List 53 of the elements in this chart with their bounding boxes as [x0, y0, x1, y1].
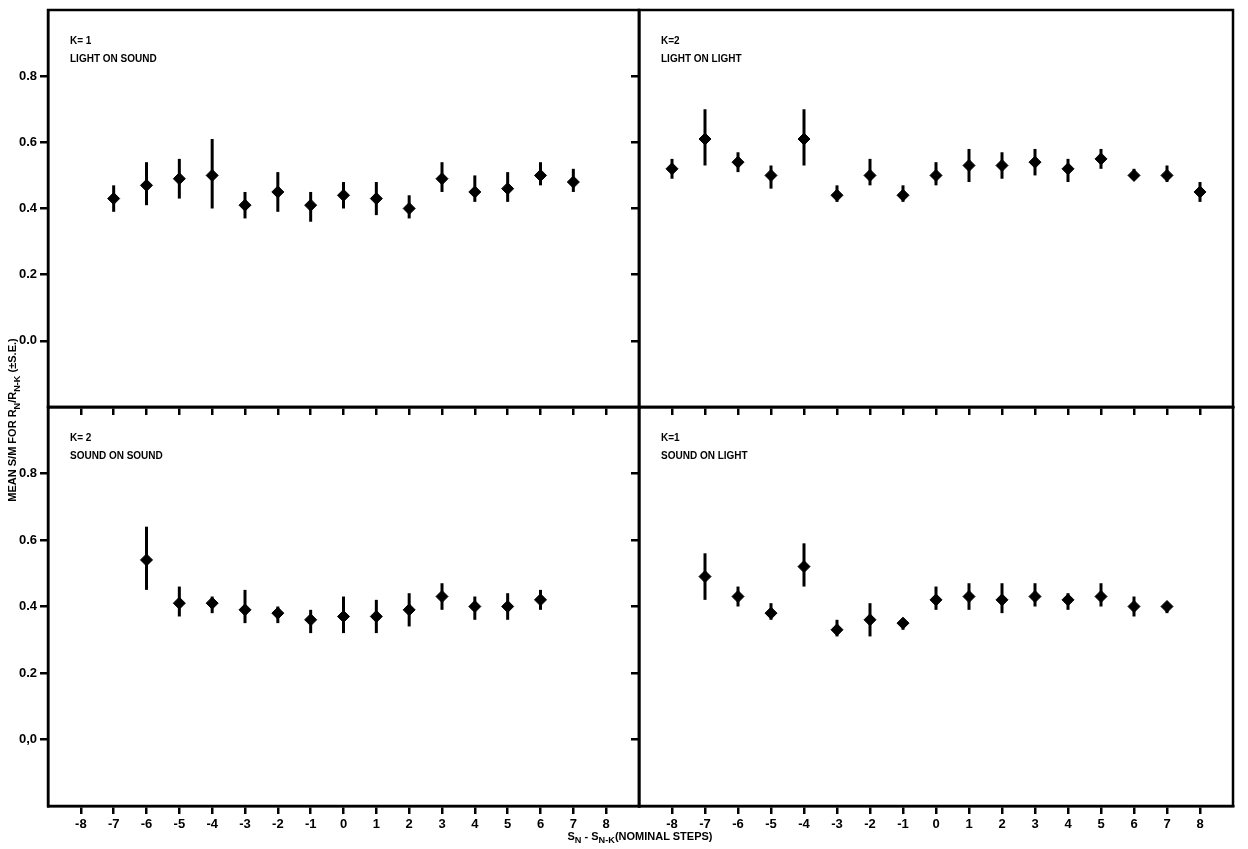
x-tick-label: -1 — [304, 816, 317, 832]
x-tick-label: -2 — [272, 816, 284, 832]
text: K=1 — [661, 431, 681, 443]
x-axis-title: S$_{N}$ - S$_{N-K}$(NOMINAL STEPS) — [567, 830, 713, 846]
x-tick-label: 0 — [932, 816, 940, 832]
text: LIGHT ON SOUND — [70, 52, 157, 64]
x-tick-label: -8 — [75, 816, 87, 832]
x-tick-label: -5 — [765, 816, 777, 832]
x-tick-label: -4 — [206, 816, 219, 832]
x-tick-label: 4 — [471, 816, 480, 832]
x-tick-label: 5 — [504, 816, 512, 832]
y-tick-label: 0.8 — [18, 465, 37, 481]
x-tick-label: 8 — [1196, 816, 1204, 832]
text: LIGHT ON LIGHT — [661, 52, 742, 64]
x-tick-label: 7 — [1163, 816, 1171, 832]
x-tick-label: 7 — [569, 816, 577, 832]
x-tick-label: -6 — [732, 816, 744, 832]
x-tick-label: 6 — [536, 816, 545, 832]
x-tick-label: 3 — [438, 816, 446, 832]
text: K= 2 — [70, 431, 92, 443]
x-tick-label: 6 — [1130, 816, 1138, 832]
y-tick-label: 0.8 — [18, 67, 37, 83]
x-tick-label: 1 — [965, 816, 973, 832]
x-tick-label: -5 — [173, 816, 186, 832]
x-tick-label: -4 — [798, 816, 811, 832]
y-tick-label: 0.6 — [18, 133, 37, 149]
x-tick-label: -1 — [897, 816, 909, 832]
text: SOUND ON LIGHT — [661, 449, 748, 461]
x-tick-label: -8 — [666, 816, 678, 832]
x-tick-label: 2 — [405, 816, 413, 832]
x-tick-label: 3 — [1031, 816, 1039, 832]
y-tick-label: 0.2 — [18, 664, 37, 680]
x-tick-label: 1 — [372, 816, 380, 832]
x-tick-label: 0 — [339, 816, 348, 832]
x-tick-label: 8 — [602, 816, 610, 832]
y-tick-label: 0.4 — [18, 200, 38, 216]
y-tick-label: 0.2 — [18, 266, 37, 282]
y-tick-label: 0,0 — [18, 731, 37, 747]
x-tick-label: -3 — [239, 816, 251, 832]
y-tick-label: 0.0 — [18, 332, 37, 348]
x-tick-label: -6 — [140, 816, 153, 832]
x-tick-label: -2 — [864, 816, 876, 832]
y-tick-label: 0.6 — [18, 531, 37, 547]
x-tick-label: 2 — [998, 816, 1006, 832]
y-tick-label: 0.4 — [18, 598, 38, 614]
text: SOUND ON SOUND — [70, 449, 163, 461]
x-tick-label: -3 — [831, 816, 843, 832]
text: K=2 — [661, 34, 681, 46]
x-tick-label: -7 — [107, 816, 120, 832]
x-tick-label: 5 — [1097, 816, 1105, 832]
x-tick-label: -7 — [699, 816, 711, 832]
text: K= 1 — [70, 34, 92, 46]
x-tick-label: 4 — [1064, 816, 1073, 832]
